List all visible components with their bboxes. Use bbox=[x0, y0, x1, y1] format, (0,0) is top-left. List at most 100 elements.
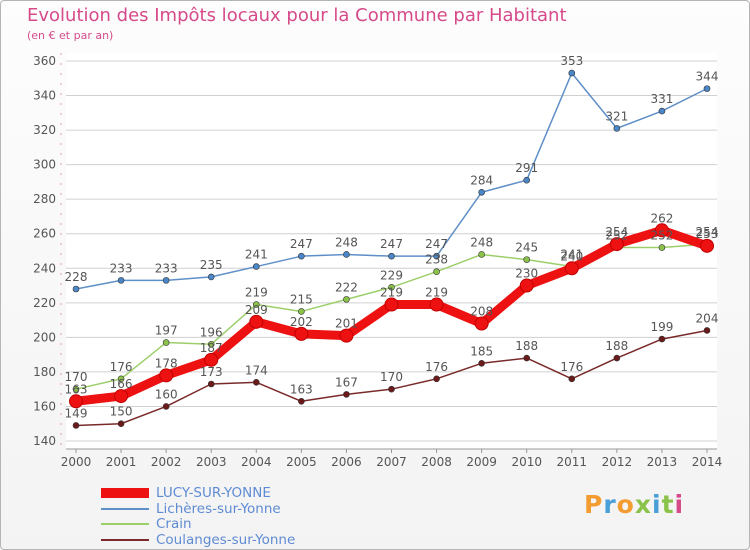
y-tick-label: 280 bbox=[33, 192, 56, 206]
data-label: 252 bbox=[605, 229, 628, 243]
data-label: 188 bbox=[605, 339, 628, 353]
data-point bbox=[72, 285, 80, 293]
brand-letter: x bbox=[634, 490, 652, 519]
y-tick-label: 160 bbox=[33, 399, 56, 413]
y-tick-label: 300 bbox=[33, 158, 56, 172]
data-point bbox=[298, 252, 305, 260]
data-point bbox=[613, 354, 621, 362]
data-label: 247 bbox=[290, 237, 313, 251]
data-label: 291 bbox=[515, 161, 538, 175]
data-point bbox=[294, 326, 309, 341]
data-label: 163 bbox=[65, 382, 88, 396]
data-label: 160 bbox=[155, 387, 178, 401]
data-point bbox=[343, 296, 350, 303]
legend-label: Coulanges-sur-Yonne bbox=[156, 531, 296, 548]
data-label: 219 bbox=[380, 286, 403, 300]
data-point bbox=[568, 69, 576, 77]
x-tick-label: 2011 bbox=[557, 455, 588, 469]
data-point bbox=[249, 314, 264, 329]
data-point bbox=[478, 188, 485, 196]
data-point bbox=[159, 368, 174, 383]
data-point bbox=[658, 244, 666, 251]
data-label: 176 bbox=[560, 360, 583, 374]
data-point bbox=[204, 352, 219, 367]
data-label: 167 bbox=[335, 375, 358, 389]
data-point bbox=[703, 327, 711, 334]
data-point bbox=[339, 328, 354, 343]
data-label: 240 bbox=[560, 249, 583, 263]
legend-swatch bbox=[101, 488, 149, 498]
data-point bbox=[703, 85, 711, 92]
x-tick-label: 2007 bbox=[376, 455, 407, 469]
data-point bbox=[207, 273, 215, 281]
brand-letter: i bbox=[674, 490, 685, 519]
data-point bbox=[117, 420, 125, 428]
data-point bbox=[519, 278, 534, 293]
data-point bbox=[207, 380, 215, 388]
legend-label: Lichères-sur-Yonne bbox=[156, 500, 281, 517]
data-label: 176 bbox=[425, 360, 448, 374]
y-tick-label: 180 bbox=[33, 365, 56, 379]
data-point bbox=[474, 316, 489, 331]
x-tick-label: 2002 bbox=[151, 455, 182, 469]
data-label: 188 bbox=[515, 339, 538, 353]
x-tick-label: 2012 bbox=[602, 455, 633, 469]
y-tick-label: 360 bbox=[33, 54, 56, 68]
data-point bbox=[433, 252, 440, 260]
data-point bbox=[252, 301, 260, 308]
y-tick-label: 200 bbox=[33, 330, 56, 344]
data-label: 204 bbox=[696, 311, 719, 325]
data-point bbox=[613, 125, 621, 132]
y-tick-label: 260 bbox=[33, 227, 56, 241]
data-label: 176 bbox=[110, 360, 133, 374]
data-label: 241 bbox=[245, 248, 268, 262]
data-label: 178 bbox=[155, 356, 178, 370]
data-point bbox=[117, 277, 125, 284]
data-point bbox=[117, 375, 125, 383]
data-label: 196 bbox=[200, 325, 223, 339]
data-point bbox=[162, 277, 170, 284]
data-point bbox=[388, 385, 395, 393]
data-point bbox=[478, 251, 485, 258]
data-point bbox=[429, 297, 444, 312]
data-label: 353 bbox=[560, 54, 583, 68]
data-point bbox=[523, 354, 531, 362]
data-point bbox=[69, 394, 83, 409]
data-label: 248 bbox=[335, 235, 358, 249]
data-point bbox=[252, 263, 260, 270]
data-label: 222 bbox=[335, 280, 358, 294]
data-point bbox=[207, 340, 215, 348]
data-label: 197 bbox=[155, 324, 178, 338]
data-label: 170 bbox=[380, 370, 403, 384]
data-label: 254 bbox=[696, 225, 719, 239]
data-point bbox=[298, 397, 305, 405]
data-point bbox=[523, 256, 531, 263]
data-label: 235 bbox=[200, 258, 223, 272]
legend-label: LUCY-SUR-YONNE bbox=[156, 485, 271, 501]
data-label: 233 bbox=[155, 261, 178, 275]
chart-title: Evolution des Impôts locaux pour la Comm… bbox=[27, 5, 567, 26]
brand-letter: P bbox=[584, 490, 604, 519]
data-point bbox=[388, 283, 395, 291]
brand-letter: r bbox=[603, 490, 617, 519]
data-label: 219 bbox=[245, 286, 268, 300]
data-label: 284 bbox=[470, 173, 493, 187]
data-label: 262 bbox=[650, 211, 673, 225]
data-point bbox=[700, 238, 714, 253]
data-label: 166 bbox=[110, 377, 133, 391]
data-point bbox=[298, 308, 305, 315]
data-label: 247 bbox=[425, 237, 448, 251]
data-label: 187 bbox=[200, 341, 223, 355]
data-label: 201 bbox=[335, 317, 358, 331]
data-point bbox=[478, 359, 485, 367]
data-point bbox=[72, 385, 80, 393]
data-label: 248 bbox=[470, 235, 493, 249]
legend-swatch bbox=[101, 507, 149, 510]
data-point bbox=[384, 297, 399, 312]
data-label: 219 bbox=[425, 286, 448, 300]
data-point bbox=[568, 375, 576, 383]
data-label: 199 bbox=[650, 320, 673, 334]
data-label: 173 bbox=[200, 365, 223, 379]
y-tick-label: 340 bbox=[33, 89, 56, 103]
